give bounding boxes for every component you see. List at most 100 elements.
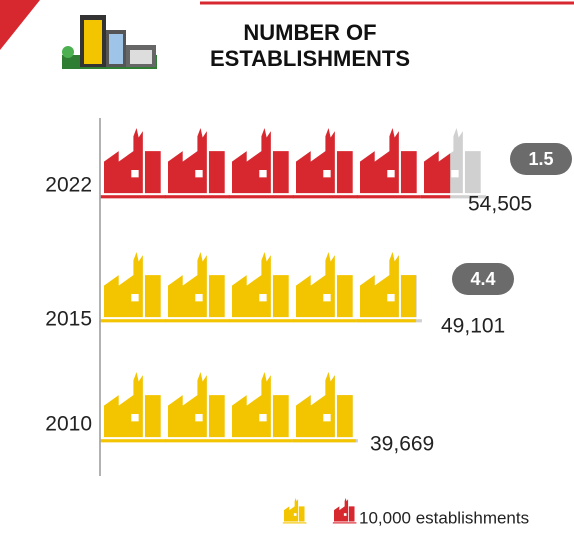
icon-window xyxy=(387,170,395,178)
icon-base xyxy=(282,522,307,524)
icon-part xyxy=(292,372,356,443)
icon-body xyxy=(104,252,161,318)
y-category-label: 2022 xyxy=(45,174,92,197)
pictogram xyxy=(420,128,486,199)
icon-shape xyxy=(282,498,307,524)
icon-base xyxy=(164,439,230,443)
icon-body xyxy=(168,372,225,438)
pictogram xyxy=(164,372,230,443)
icon-window xyxy=(323,414,331,422)
icon-window xyxy=(343,513,347,516)
icon-part xyxy=(292,252,358,323)
icon-shape xyxy=(332,498,357,524)
icon-window xyxy=(451,170,459,178)
icon-base xyxy=(164,319,230,323)
value-label: 39,669 xyxy=(370,433,434,456)
icon-base xyxy=(228,319,294,323)
icon-base xyxy=(228,439,294,443)
pictogram xyxy=(228,252,294,323)
icon-window xyxy=(259,294,267,302)
pictogram xyxy=(292,252,358,323)
corner-accent xyxy=(0,0,40,50)
pictogram xyxy=(292,372,358,443)
icon-base xyxy=(292,319,358,323)
growth-badge-label: 1.5 xyxy=(528,149,553,169)
icon-part xyxy=(292,128,358,199)
icon-window xyxy=(195,170,203,178)
pictogram xyxy=(356,128,422,199)
icon-base xyxy=(292,439,356,443)
icon-body xyxy=(360,128,417,194)
icon-part xyxy=(100,372,166,443)
pictogram xyxy=(292,128,358,199)
icon-part xyxy=(100,252,166,323)
icon-body xyxy=(296,252,353,318)
legend: 10,000 establishments xyxy=(282,498,529,527)
icon-base xyxy=(420,195,486,199)
icon-base xyxy=(228,195,294,199)
icon-part xyxy=(228,372,294,443)
icon-body xyxy=(296,128,353,194)
icon-body xyxy=(424,151,451,194)
icon-body xyxy=(232,372,289,438)
icon-part xyxy=(164,252,230,323)
icon-body xyxy=(104,128,161,194)
pictogram xyxy=(100,372,166,443)
icon-window xyxy=(259,170,267,178)
icon-window xyxy=(259,414,267,422)
chart-title: NUMBER OF ESTABLISHMENTS xyxy=(209,20,411,71)
icon-window xyxy=(387,294,395,302)
icon-body xyxy=(232,128,289,194)
city-icon xyxy=(62,15,157,69)
pictogram xyxy=(164,252,230,323)
value-label: 54,505 xyxy=(468,193,532,216)
growth-badge-label: 4.4 xyxy=(470,269,495,289)
icon-part xyxy=(332,498,357,524)
icon-part xyxy=(356,252,417,323)
icon-window xyxy=(131,170,139,178)
icon-body xyxy=(168,128,225,194)
y-category-label: 2010 xyxy=(45,413,92,436)
pictogram xyxy=(228,372,294,443)
icon-body xyxy=(334,498,355,522)
icon-window xyxy=(323,170,331,178)
y-category-label: 2015 xyxy=(45,308,92,331)
icon-base xyxy=(164,195,230,199)
icon-body xyxy=(232,252,289,318)
icon-part xyxy=(228,252,294,323)
icon-part xyxy=(356,128,422,199)
icon-base xyxy=(420,195,451,199)
icon-window xyxy=(195,294,203,302)
icon-part xyxy=(282,498,307,524)
icon-body xyxy=(284,498,305,522)
pictogram xyxy=(356,252,422,323)
icon-base xyxy=(100,439,166,443)
growth-badge xyxy=(510,143,572,175)
icon-base xyxy=(356,195,422,199)
pictogram xyxy=(100,128,166,199)
icon-part xyxy=(420,151,451,199)
icon-base xyxy=(292,195,358,199)
icon-window xyxy=(131,294,139,302)
icon-window xyxy=(323,294,331,302)
icon-base xyxy=(332,522,357,524)
icon-part xyxy=(228,128,294,199)
icon-body xyxy=(360,252,417,318)
icon-body xyxy=(104,372,161,438)
value-label: 49,101 xyxy=(441,315,505,338)
icon-part xyxy=(100,128,166,199)
growth-badge xyxy=(452,263,514,295)
icon-window xyxy=(131,414,139,422)
icon-window xyxy=(293,513,297,516)
pictogram xyxy=(164,128,230,199)
icon-base xyxy=(100,319,166,323)
icon-body xyxy=(296,372,353,438)
icon-part xyxy=(164,372,230,443)
pictogram xyxy=(100,252,166,323)
icon-window xyxy=(195,414,203,422)
legend-label: 10,000 establishments xyxy=(359,508,529,527)
icon-base xyxy=(356,319,417,323)
pictogram xyxy=(228,128,294,199)
